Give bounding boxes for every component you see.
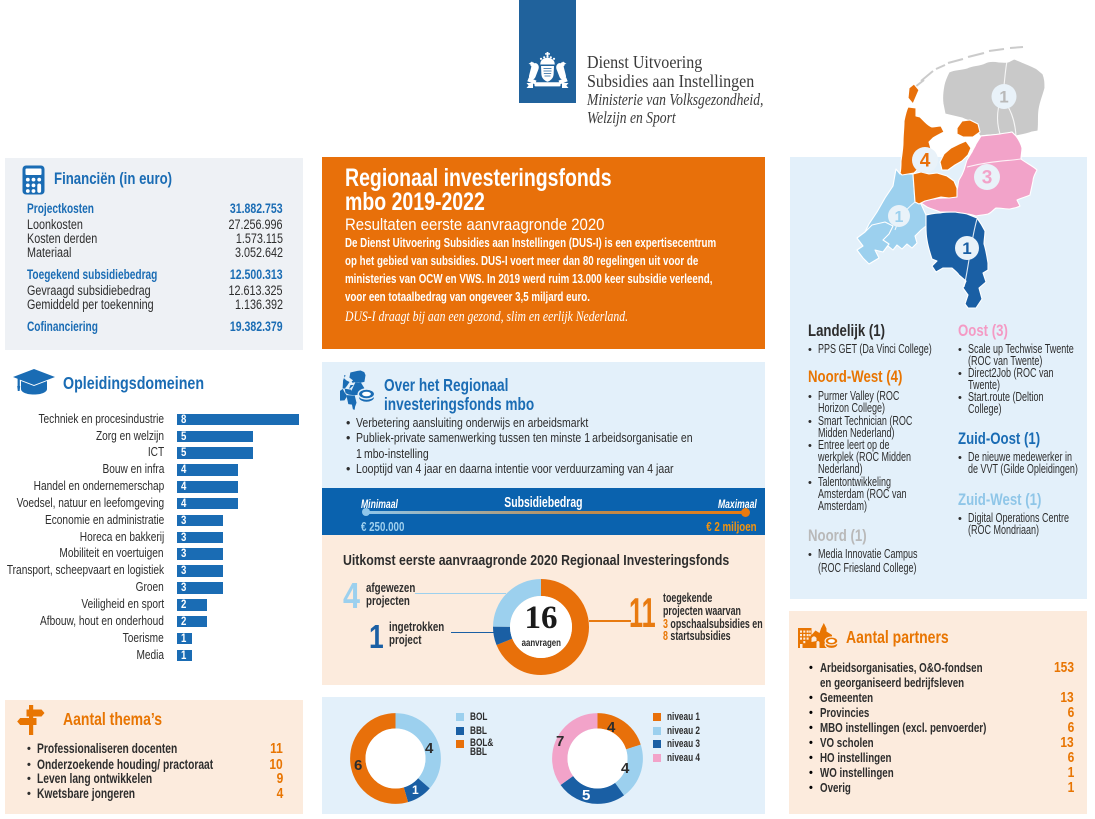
svg-text:3: 3 bbox=[982, 168, 993, 189]
svg-text:1: 1 bbox=[962, 239, 971, 258]
svg-text:1: 1 bbox=[895, 209, 904, 226]
svg-text:1: 1 bbox=[999, 88, 1008, 107]
svg-text:4: 4 bbox=[920, 151, 931, 172]
